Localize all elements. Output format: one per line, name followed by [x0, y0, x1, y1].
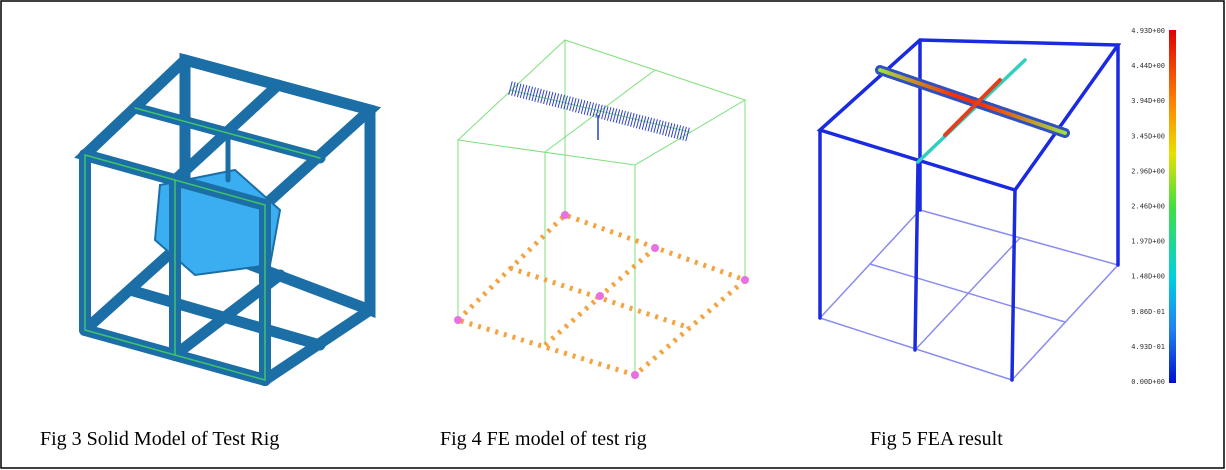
legend-label: 2.96D+00 [1131, 167, 1165, 175]
caption: Fig 3 Solid Model of Test Rig [40, 428, 279, 450]
legend-label: 0.00D+00 [1131, 378, 1165, 386]
caption: Fig 5 FEA result [870, 428, 1003, 450]
solid-model [85, 60, 370, 380]
legend-label: 4.44D+00 [1131, 62, 1165, 70]
legend: 4.93D+00 4.44D+00 3.94D+00 3.45D+00 2.96D+00… [1131, 27, 1165, 386]
legend-label: 1.48D+00 [1131, 273, 1165, 281]
legend-label: 1.97D+00 [1131, 238, 1165, 246]
fea-result [820, 40, 1118, 380]
legend-label: 4.93D-01 [1131, 343, 1165, 351]
legend-label: 3.45D+00 [1131, 132, 1165, 140]
figure-panel: 4.93D+00 4.44D+00 3.94D+00 3.45D+00 2.96D+00… [0, 0, 1226, 470]
legend-label: 9.86D-01 [1131, 308, 1165, 316]
color-scale [1169, 30, 1176, 383]
legend-label: 2.46D+00 [1131, 203, 1165, 211]
fe-model [454, 40, 749, 379]
legend-label: 3.94D+00 [1131, 97, 1165, 105]
legend-label: 4.93D+00 [1131, 27, 1165, 35]
caption: Fig 4 FE model of test rig [440, 428, 647, 450]
